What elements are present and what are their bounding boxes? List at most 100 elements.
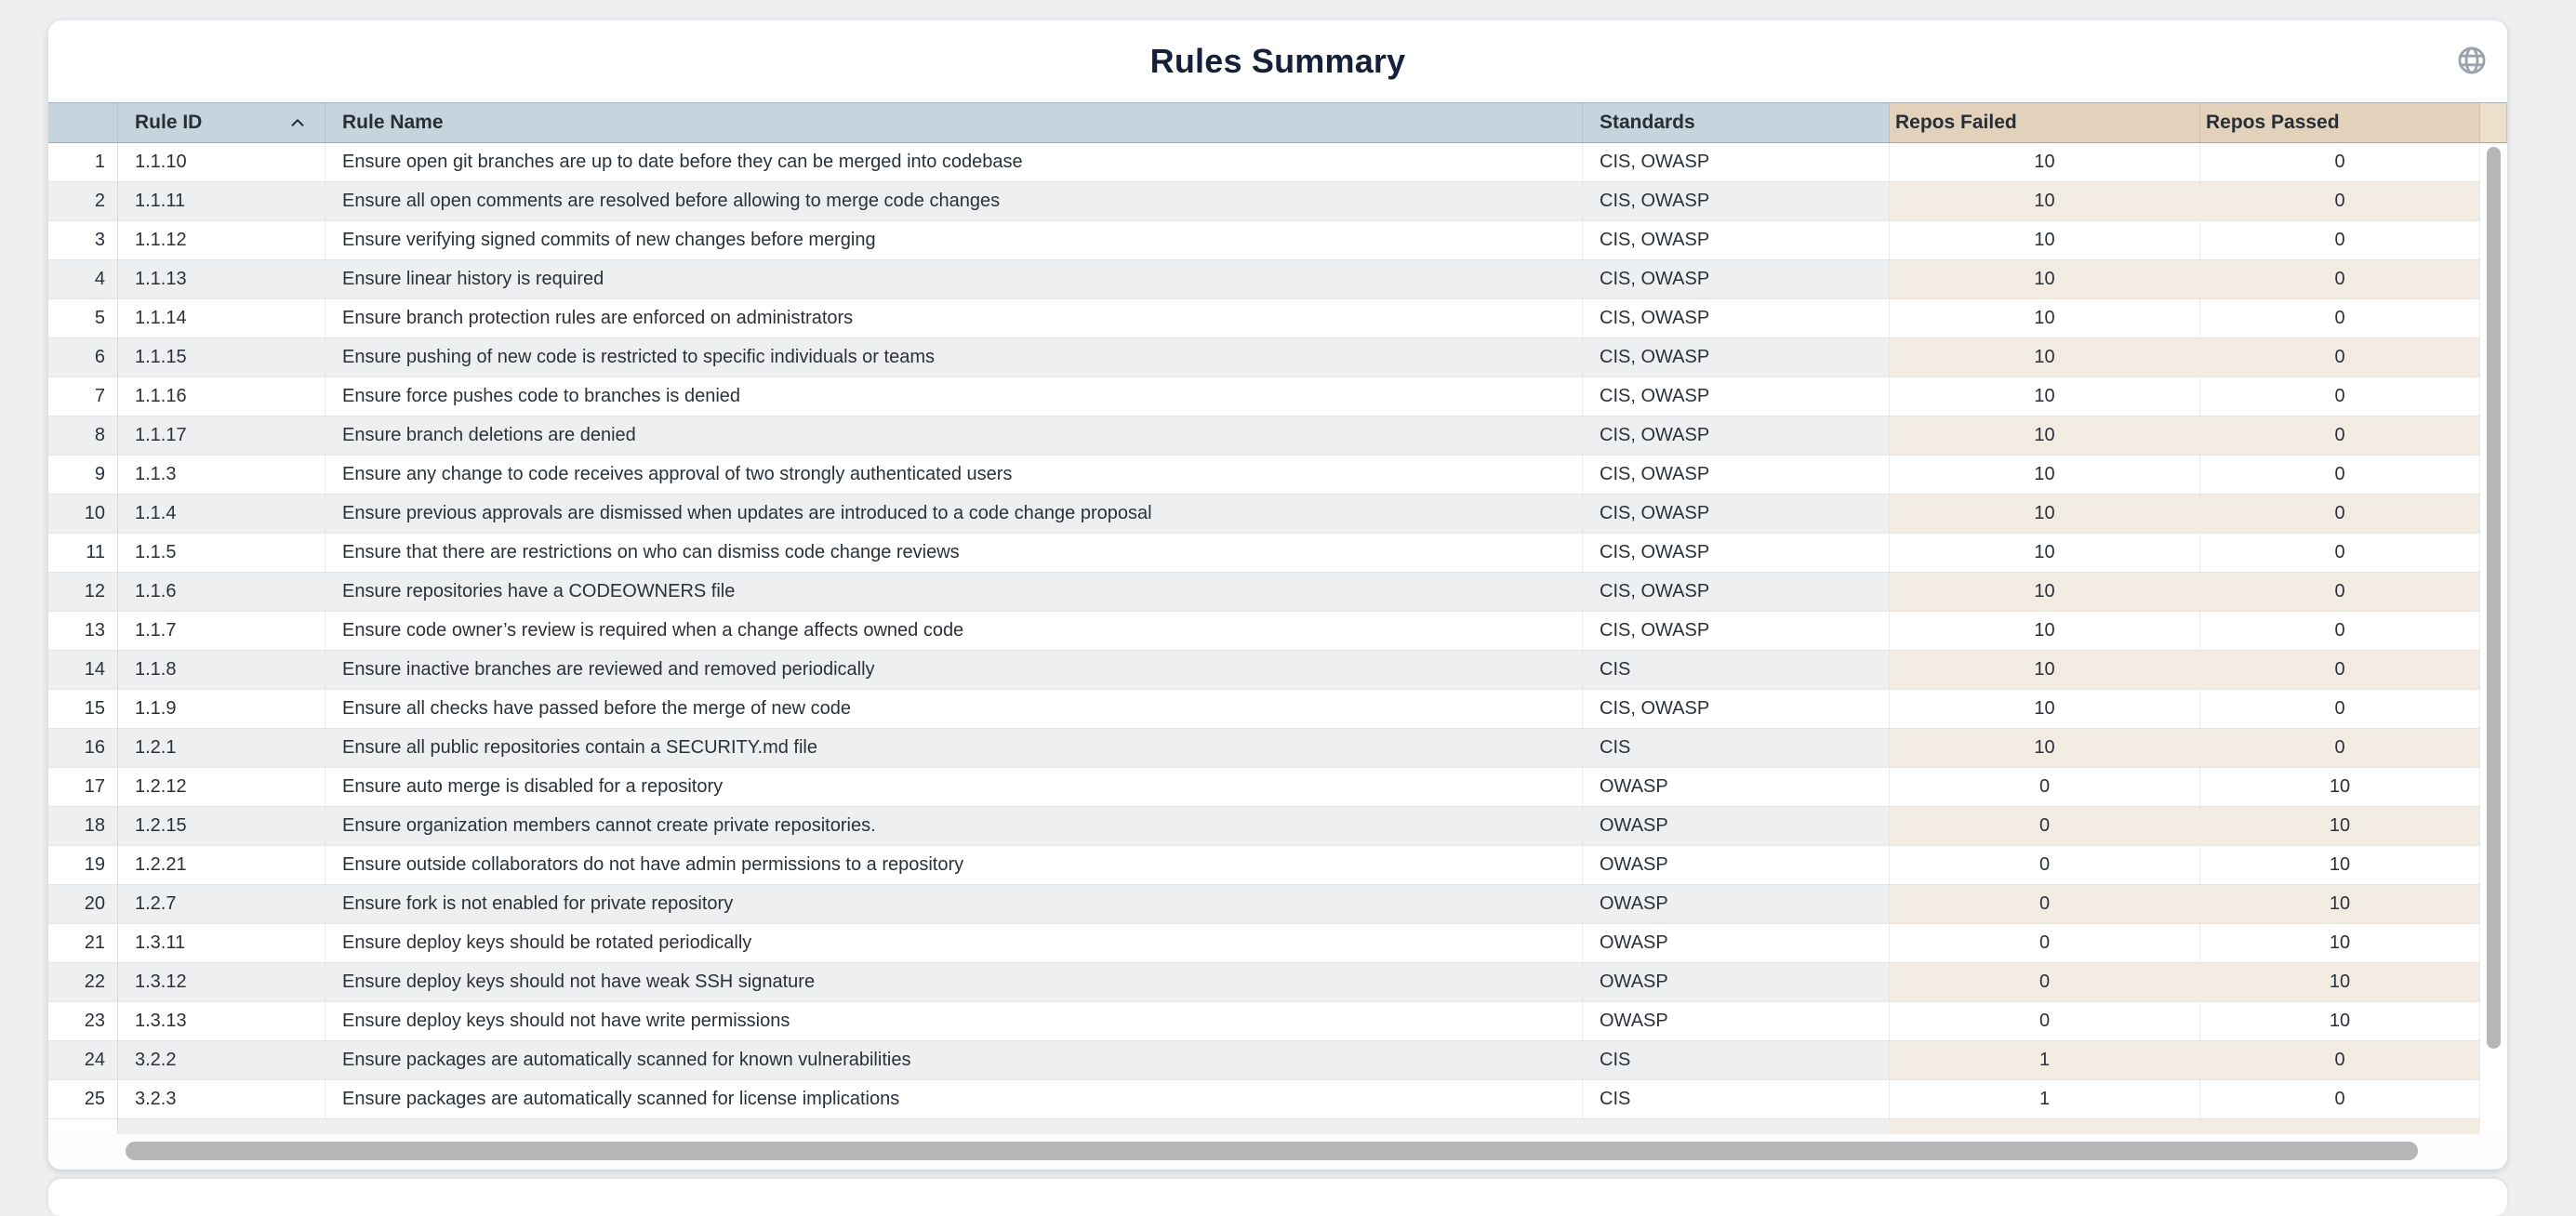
table-row[interactable]: 18 1.2.15 Ensure organization members cann… — [48, 807, 2507, 846]
repos-failed-cell: 10 — [1890, 377, 2200, 416]
table-row[interactable]: 14 1.1.8 Ensure inactive branches are revi… — [48, 651, 2507, 690]
header-repos-failed[interactable]: Repos Failed — [1890, 103, 2200, 142]
standards-cell: CIS, OWASP — [1583, 534, 1890, 573]
rule-id-cell: 1.2.21 — [118, 846, 325, 885]
repos-passed-cell: 0 — [2200, 299, 2480, 338]
table-row[interactable]: 25 3.2.3 Ensure packages are automatically… — [48, 1080, 2507, 1119]
rule-id-cell: 1.1.4 — [118, 495, 325, 534]
row-number-cell: 17 — [48, 768, 118, 807]
row-number-cell: 6 — [48, 338, 118, 377]
repos-passed-cell: 10 — [2200, 807, 2480, 846]
table-row[interactable]: 10 1.1.4 Ensure previous approvals are dis… — [48, 495, 2507, 534]
table-row[interactable]: 2 1.1.11 Ensure all open comments are reso… — [48, 182, 2507, 221]
repos-passed-cell: 10 — [2200, 846, 2480, 885]
globe-icon-button[interactable] — [2453, 43, 2490, 80]
rule-name-cell: Ensure any change to code receives appro… — [325, 456, 1583, 495]
header-repos-passed[interactable]: Repos Passed — [2200, 103, 2480, 142]
table-row[interactable]: 3 1.1.12 Ensure verifying signed commits o… — [48, 221, 2507, 260]
rule-id-cell: 1.1.10 — [118, 143, 325, 182]
rule-name-cell: Ensure branch deletions are denied — [325, 416, 1583, 456]
table-row[interactable]: 16 1.2.1 Ensure all public repositories co… — [48, 729, 2507, 768]
rule-id-cell: 1.1.14 — [118, 299, 325, 338]
row-number-cell: 15 — [48, 690, 118, 729]
repos-failed-cell: 0 — [1890, 846, 2200, 885]
table-row[interactable]: 6 1.1.15 Ensure pushing of new code is res… — [48, 338, 2507, 377]
header-standards-label: Standards — [1600, 112, 1695, 133]
table-row[interactable]: 24 3.2.2 Ensure packages are automatically… — [48, 1041, 2507, 1080]
standards-cell: CIS — [1583, 729, 1890, 768]
table-row[interactable]: 22 1.3.12 Ensure deploy keys should not ha… — [48, 963, 2507, 1002]
repos-failed-cell: 0 — [1890, 807, 2200, 846]
rule-id-cell: 1.1.7 — [118, 612, 325, 651]
table-row[interactable]: 23 1.3.13 Ensure deploy keys should not ha… — [48, 1002, 2507, 1041]
table-row[interactable]: 1 1.1.10 Ensure open git branches are up t… — [48, 143, 2507, 182]
rule-name-cell: Ensure inactive branches are reviewed an… — [325, 651, 1583, 690]
rule-name-cell: Ensure all checks have passed before the… — [325, 690, 1583, 729]
row-number-cell: 21 — [48, 924, 118, 963]
repos-failed-cell: 10 — [1890, 456, 2200, 495]
repos-passed-cell: 0 — [2200, 495, 2480, 534]
standards-cell: CIS, OWASP — [1583, 495, 1890, 534]
row-number-cell: 14 — [48, 651, 118, 690]
table-row[interactable]: 8 1.1.17 Ensure branch deletions are denie… — [48, 416, 2507, 456]
row-number-cell: 20 — [48, 885, 118, 924]
rule-name-cell: Ensure packages are automatically scanne… — [325, 1041, 1583, 1080]
page-title: Rules Summary — [1149, 42, 1406, 80]
table-row[interactable]: 20 1.2.7 Ensure fork is not enabled for pr… — [48, 885, 2507, 924]
repos-failed-cell: 10 — [1890, 690, 2200, 729]
header-rule-name[interactable]: Rule Name — [325, 103, 1583, 142]
table-row[interactable]: 12 1.1.6 Ensure repositories have a CODEOW… — [48, 573, 2507, 612]
row-number-cell: 10 — [48, 495, 118, 534]
repos-passed-cell: 0 — [2200, 143, 2480, 182]
rule-id-cell: 1.3.12 — [118, 963, 325, 1002]
sort-ascending-icon — [287, 112, 308, 133]
repos-failed-cell: 0 — [1890, 1002, 2200, 1041]
repos-failed-cell: 10 — [1890, 143, 2200, 182]
row-number-cell: 19 — [48, 846, 118, 885]
repos-passed-cell: 0 — [2200, 260, 2480, 299]
table-row[interactable]: 9 1.1.3 Ensure any change to code receives… — [48, 456, 2507, 495]
repos-failed-cell: 1 — [1890, 1080, 2200, 1119]
table-row[interactable]: 7 1.1.16 Ensure force pushes code to branc… — [48, 377, 2507, 416]
row-number-cell: 25 — [48, 1080, 118, 1119]
table-row[interactable]: 11 1.1.5 Ensure that there are restriction… — [48, 534, 2507, 573]
rule-id-cell: 1.1.3 — [118, 456, 325, 495]
horizontal-scrollbar-thumb[interactable] — [126, 1142, 2418, 1160]
header-standards[interactable]: Standards — [1583, 103, 1890, 142]
vertical-scrollbar-thumb[interactable] — [2487, 147, 2501, 1049]
table-row[interactable]: 13 1.1.7 Ensure code owner’s review is req… — [48, 612, 2507, 651]
table-row[interactable]: 21 1.3.11 Ensure deploy keys should be rot… — [48, 924, 2507, 963]
next-card-top-edge — [48, 1179, 2507, 1216]
header-rule-id[interactable]: Rule ID — [118, 103, 325, 142]
repos-passed-cell: 10 — [2200, 1002, 2480, 1041]
table-row[interactable]: 4 1.1.13 Ensure linear history is required… — [48, 260, 2507, 299]
rule-id-cell: 1.1.12 — [118, 221, 325, 260]
row-number-cell: 4 — [48, 260, 118, 299]
repos-passed-cell: 0 — [2200, 729, 2480, 768]
rule-id-cell: 1.1.15 — [118, 338, 325, 377]
horizontal-scrollbar-track[interactable] — [48, 1134, 2507, 1170]
repos-failed-cell: 10 — [1890, 495, 2200, 534]
table-row[interactable]: 19 1.2.21 Ensure outside collaborators do … — [48, 846, 2507, 885]
repos-passed-cell: 0 — [2200, 338, 2480, 377]
rule-name-cell: Ensure force pushes code to branches is … — [325, 377, 1583, 416]
rule-name-cell: Ensure repositories have a CODEOWNERS fi… — [325, 573, 1583, 612]
repos-failed-cell: 10 — [1890, 612, 2200, 651]
standards-cell: CIS, OWASP — [1583, 221, 1890, 260]
standards-cell: CIS, OWASP — [1583, 416, 1890, 456]
rule-name-cell: Ensure deploy keys should be rotated per… — [325, 924, 1583, 963]
standards-cell: CIS — [1583, 1041, 1890, 1080]
repos-passed-cell: 0 — [2200, 1080, 2480, 1119]
row-number-cell: 24 — [48, 1041, 118, 1080]
table-row[interactable]: 15 1.1.9 Ensure all checks have passed bef… — [48, 690, 2507, 729]
table-row[interactable]: 17 1.2.12 Ensure auto merge is disabled fo… — [48, 768, 2507, 807]
rule-name-cell: Ensure deploy keys should not have weak … — [325, 963, 1583, 1002]
repos-passed-cell: 0 — [2200, 182, 2480, 221]
standards-cell: OWASP — [1583, 768, 1890, 807]
table-row[interactable]: 5 1.1.14 Ensure branch protection rules ar… — [48, 299, 2507, 338]
row-number-cell: 11 — [48, 534, 118, 573]
row-number-cell: 2 — [48, 182, 118, 221]
repos-passed-cell: 0 — [2200, 456, 2480, 495]
rule-name-cell: Ensure previous approvals are dismissed … — [325, 495, 1583, 534]
row-number-cell: 7 — [48, 377, 118, 416]
